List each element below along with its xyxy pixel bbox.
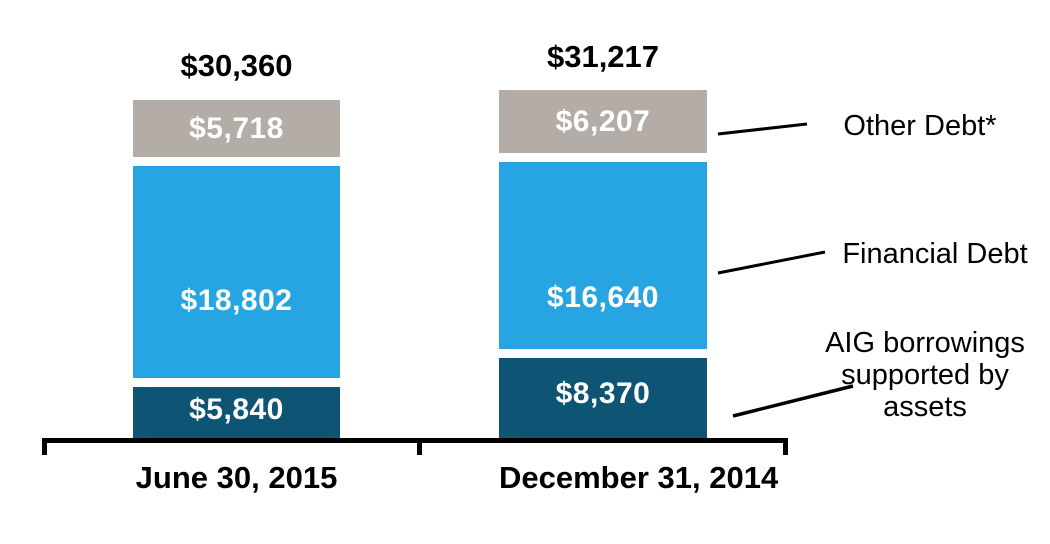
x-axis-tick-middle [417,438,422,455]
segment-aig-borrowings-2015: $5,840 [133,387,340,439]
segment-aig-borrowings-2014: $8,370 [499,358,707,439]
segment-value-label: $16,640 [547,281,659,314]
x-axis-tick-right [783,438,788,455]
bar-june-2015: $5,718 $18,802 $5,840 [133,0,340,544]
segment-value-label: $6,207 [555,104,651,138]
segment-financial-debt-2014: $16,640 [499,162,707,349]
segment-financial-debt-2015: $18,802 [133,166,340,378]
x-axis-tick-left [42,438,47,455]
segment-value-label: $5,840 [189,393,284,426]
segment-value-label: $8,370 [555,376,651,410]
category-label-june-2015: June 30, 2015 [135,460,338,495]
connector-other-debt [717,122,808,136]
segment-value-label: $5,718 [189,111,284,145]
category-label-december-2014: December 31, 2014 [499,460,779,495]
segment-other-debt-2014: $6,207 [499,90,707,153]
legend-label-financial-debt: Financial Debt [842,238,1028,270]
total-label-june-2015: $30,360 [180,48,293,83]
legend-label-other-debt: Other Debt* [843,110,997,142]
segment-value-label: $18,802 [180,284,293,317]
legend-label-aig-borrowings: AIG borrowings supported by assets [825,327,1025,423]
connector-financial-debt [717,250,826,275]
bar-december-2014: $6,207 $16,640 $8,370 [499,0,707,544]
total-label-december-2014: $31,217 [546,39,660,74]
segment-other-debt-2015: $5,718 [133,100,340,157]
